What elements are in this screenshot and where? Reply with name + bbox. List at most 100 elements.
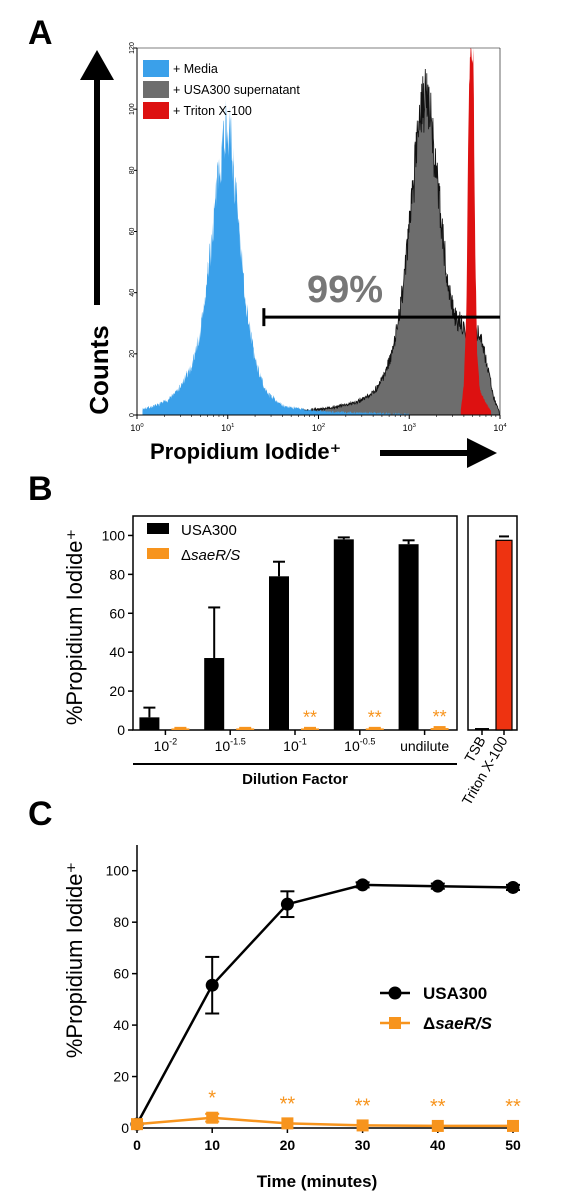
b-bar-sae	[301, 728, 319, 730]
a-hist-triton	[460, 48, 492, 415]
c-line-usa300	[135, 883, 514, 1125]
c-x-axis-label: Time (minutes)	[257, 1172, 378, 1191]
c-point-usa300	[280, 897, 294, 911]
c-legend-label: USA300	[423, 984, 487, 1003]
b-bar-sae	[171, 728, 190, 730]
c-point-usa300	[356, 878, 370, 892]
b-bar-usa300	[139, 717, 160, 730]
a-y-axis-label: Counts	[84, 325, 114, 415]
c-sig-sae: **	[280, 1093, 296, 1115]
b-y-tick-label: 60	[109, 605, 125, 621]
panel-c-letter: C	[28, 795, 53, 833]
panel-a: A Counts Propidium Iodide⁺ 0 20 40 60 80 100 1…	[28, 14, 507, 468]
a-y-tick-label: 40	[129, 289, 136, 297]
a-x-tick-label: 101	[221, 423, 234, 433]
c-y-tick-label: 20	[113, 1069, 129, 1085]
c-legend-marker	[388, 986, 402, 1000]
a-legend-swatch	[143, 102, 169, 119]
a-x-tick-label: 100	[130, 423, 144, 433]
b-bar-usa300	[204, 658, 225, 730]
c-sig-sae: **	[430, 1096, 446, 1118]
c-legend-label: ΔsaeR/S	[423, 1014, 493, 1033]
b-bar-usa300	[398, 544, 419, 730]
c-y-tick-label: 60	[113, 966, 129, 982]
c-x-tick-label: 30	[355, 1137, 371, 1153]
a-y-tick-label: 20	[129, 350, 136, 358]
c-y-tick-label: 40	[113, 1017, 129, 1033]
b-x-tick-label: 10-1.5	[215, 737, 246, 754]
c-point-sae	[281, 1117, 294, 1130]
b-bar-control	[495, 539, 513, 731]
a-legend-label: + USA300 supernatant	[173, 83, 300, 97]
c-point-sae	[356, 1119, 369, 1132]
b-legend-swatch	[147, 523, 169, 534]
a-y-tick-label: 80	[129, 166, 136, 174]
a-x-tick-label: 104	[493, 423, 507, 433]
b-bar-sae	[365, 728, 384, 730]
a-legend-swatch	[143, 60, 169, 77]
a-x-axis-label: Propidium Iodide⁺	[150, 439, 341, 464]
counts-arrow-head	[80, 50, 114, 80]
b-bar-sae	[430, 728, 449, 730]
b-x-tick-label: undilute	[400, 738, 449, 754]
a-x-tick-label: 103	[403, 423, 416, 433]
b-y-tick-label: 20	[109, 683, 125, 699]
panel-a-letter: A	[28, 14, 53, 52]
c-y-tick-label: 80	[113, 914, 129, 930]
c-x-tick-label: 40	[430, 1137, 446, 1153]
c-sig-sae: *	[208, 1088, 216, 1110]
a-legend-label: + Triton X-100	[173, 104, 252, 118]
a-y-tick-label: 60	[129, 228, 136, 236]
b-sig-sae: **	[368, 707, 382, 727]
panel-b-letter: B	[28, 470, 53, 508]
a-y-tick-label: 100	[129, 103, 136, 115]
c-point-sae	[507, 1119, 519, 1132]
c-sig-sae: **	[505, 1096, 521, 1118]
b-legend-swatch	[147, 548, 169, 559]
b-x-tick-label: 10-2	[154, 737, 178, 754]
panel-b: B %Propidium Iodide⁺ 0 20 40 60 80 100 10-2 10-…	[28, 470, 518, 808]
b-x-axis-label: Dilution Factor	[242, 771, 348, 788]
c-x-tick-label: 0	[133, 1137, 141, 1153]
b-sig-sae: **	[303, 707, 317, 727]
b-bar-usa300	[269, 576, 289, 730]
a-gate-label: 99%	[307, 269, 383, 311]
b-y-tick-label: 100	[102, 527, 126, 543]
c-line-sae	[136, 1116, 513, 1128]
b-y-axis-label: %Propidium Iodide⁺	[62, 529, 87, 725]
a-hist-media	[142, 99, 410, 415]
c-point-usa300	[431, 879, 445, 893]
c-x-tick-label: 50	[505, 1137, 521, 1153]
a-legend-swatch	[143, 81, 169, 98]
a-y-tick-label: 0	[129, 413, 136, 417]
c-y-axis-label: %Propidium Iodide⁺	[62, 862, 87, 1058]
b-legend-label: USA300	[181, 522, 237, 539]
b-y-tick-label: 0	[117, 722, 125, 738]
c-y-tick-label: 0	[121, 1120, 129, 1136]
a-x-tick-label: 102	[312, 423, 325, 433]
c-point-sae	[206, 1111, 219, 1124]
c-point-sae	[431, 1119, 444, 1132]
b-y-tick-label: 80	[109, 566, 125, 582]
c-point-sae	[131, 1118, 143, 1131]
a-legend-label: + Media	[173, 62, 218, 76]
c-point-usa300	[205, 978, 219, 992]
a-y-tick-label: 120	[129, 42, 136, 54]
b-sig-sae: **	[433, 707, 447, 727]
b-x-tick-label: 10-1	[283, 737, 307, 754]
c-y-tick-label: 100	[106, 863, 130, 879]
b-y-tick-label: 40	[109, 644, 125, 660]
b-x-tick-label: 10-0.5	[344, 737, 375, 754]
c-point-usa300	[506, 880, 520, 894]
b-bar-usa300	[333, 539, 354, 730]
b-controls-frame	[467, 515, 518, 731]
a-plot-area: 0 20 40 60 80 100 120 100 101 102 103 104 + Media + U…	[129, 42, 507, 433]
panel-c: C %Propidium Iodide⁺ Time (minutes) 0 20 4…	[28, 795, 521, 1191]
b-bar-sae	[236, 728, 255, 730]
b-legend-label: ΔsaeR/S	[181, 547, 240, 564]
c-x-tick-label: 20	[280, 1137, 296, 1153]
pi-arrow-head	[467, 438, 497, 468]
c-x-tick-label: 10	[204, 1137, 220, 1153]
